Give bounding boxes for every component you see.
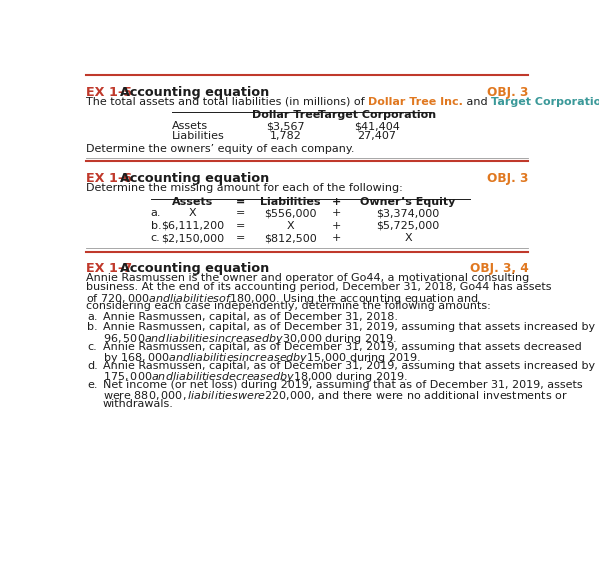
Text: a.: a. — [87, 312, 98, 323]
Text: +: + — [332, 197, 341, 207]
Text: =: = — [236, 221, 246, 231]
Text: Determine the owners’ equity of each company.: Determine the owners’ equity of each com… — [86, 144, 354, 154]
Text: +: + — [332, 208, 341, 218]
Text: X: X — [286, 221, 294, 231]
Text: $556,000: $556,000 — [264, 208, 317, 218]
Text: were $880,000, liabilities were $220,000, and there were no additional investmen: were $880,000, liabilities were $220,000… — [103, 389, 568, 402]
Text: b.: b. — [151, 221, 162, 231]
Text: Annie Rasmussen, capital, as of December 31, 2019, assuming that assets increase: Annie Rasmussen, capital, as of December… — [103, 361, 595, 371]
Text: c.: c. — [87, 341, 97, 352]
Text: $812,500: $812,500 — [264, 233, 317, 243]
Text: considering each case independently, determine the following amounts:: considering each case independently, det… — [86, 301, 491, 311]
Text: $3,374,000: $3,374,000 — [377, 208, 440, 218]
Text: $3,567: $3,567 — [267, 121, 305, 131]
Text: a.: a. — [151, 208, 161, 218]
Text: Annie Rasmussen, capital, as of December 31, 2019, assuming that assets decrease: Annie Rasmussen, capital, as of December… — [103, 341, 582, 352]
Text: Net income (or net loss) during 2019, assuming that as of December 31, 2019, ass: Net income (or net loss) during 2019, as… — [103, 380, 582, 390]
Text: $175,000 and liabilities decreased by $18,000 during 2019.: $175,000 and liabilities decreased by $1… — [103, 370, 407, 384]
Text: d.: d. — [87, 361, 98, 371]
Text: +: + — [332, 233, 341, 243]
Text: Accounting equation: Accounting equation — [120, 172, 269, 185]
Text: Accounting equation: Accounting equation — [120, 262, 269, 275]
Text: Annie Rasmussen is the owner and operator of Go44, a motivational consulting: Annie Rasmussen is the owner and operato… — [86, 273, 529, 283]
Text: Annie Rasmussen, capital, as of December 31, 2019, assuming that assets increase: Annie Rasmussen, capital, as of December… — [103, 323, 595, 332]
Text: OBJ. 3: OBJ. 3 — [487, 172, 528, 185]
Text: EX 1-5: EX 1-5 — [86, 86, 132, 99]
Text: Dollar Tree Inc.: Dollar Tree Inc. — [368, 97, 462, 107]
Text: $96,500 and liabilities increased by $30,000 during 2019.: $96,500 and liabilities increased by $30… — [103, 332, 397, 345]
Text: Target Corporation: Target Corporation — [318, 110, 436, 120]
Text: OBJ. 3: OBJ. 3 — [487, 86, 528, 99]
Text: EX 1-6: EX 1-6 — [86, 172, 132, 185]
Text: EX 1-7: EX 1-7 — [86, 262, 132, 275]
Text: 1,782: 1,782 — [270, 131, 302, 142]
Text: $2,150,000: $2,150,000 — [161, 233, 224, 243]
Text: =: = — [236, 233, 246, 243]
Text: +: + — [332, 221, 341, 231]
Text: Determine the missing amount for each of the following:: Determine the missing amount for each of… — [86, 183, 403, 193]
Text: withdrawals.: withdrawals. — [103, 399, 174, 409]
Text: b.: b. — [87, 323, 98, 332]
Text: X: X — [404, 233, 412, 243]
Text: of $720,000 and liabilities of $180,000. Using the accounting equation and: of $720,000 and liabilities of $180,000.… — [86, 291, 479, 306]
Text: c.: c. — [151, 233, 161, 243]
Text: $41,404: $41,404 — [354, 121, 400, 131]
Text: Target Corporation: Target Corporation — [491, 97, 599, 107]
Text: Liabilities: Liabilities — [260, 197, 320, 207]
Text: =: = — [236, 197, 246, 207]
Text: $5,725,000: $5,725,000 — [377, 221, 440, 231]
Text: business. At the end of its accounting period, December 31, 2018, Go44 has asset: business. At the end of its accounting p… — [86, 282, 551, 292]
Text: Owner’s Equity: Owner’s Equity — [361, 197, 456, 207]
Text: Annie Rasmussen, capital, as of December 31, 2018.: Annie Rasmussen, capital, as of December… — [103, 312, 398, 323]
Text: X: X — [189, 208, 196, 218]
Text: by $168,000 and liabilities increased by $15,000 during 2019.: by $168,000 and liabilities increased by… — [103, 351, 421, 365]
Text: The total assets and total liabilities (in millions) of: The total assets and total liabilities (… — [86, 97, 368, 107]
Text: and: and — [462, 97, 491, 107]
Text: 27,407: 27,407 — [358, 131, 397, 142]
Text: Assets: Assets — [172, 197, 213, 207]
Text: Assets: Assets — [172, 121, 208, 131]
Text: Dollar Tree: Dollar Tree — [252, 110, 320, 120]
Text: $6,111,200: $6,111,200 — [161, 221, 224, 231]
Text: OBJ. 3, 4: OBJ. 3, 4 — [470, 262, 528, 275]
Text: Liabilities: Liabilities — [172, 131, 225, 142]
Text: e.: e. — [87, 380, 98, 390]
Text: Accounting equation: Accounting equation — [120, 86, 269, 99]
Text: =: = — [236, 208, 246, 218]
